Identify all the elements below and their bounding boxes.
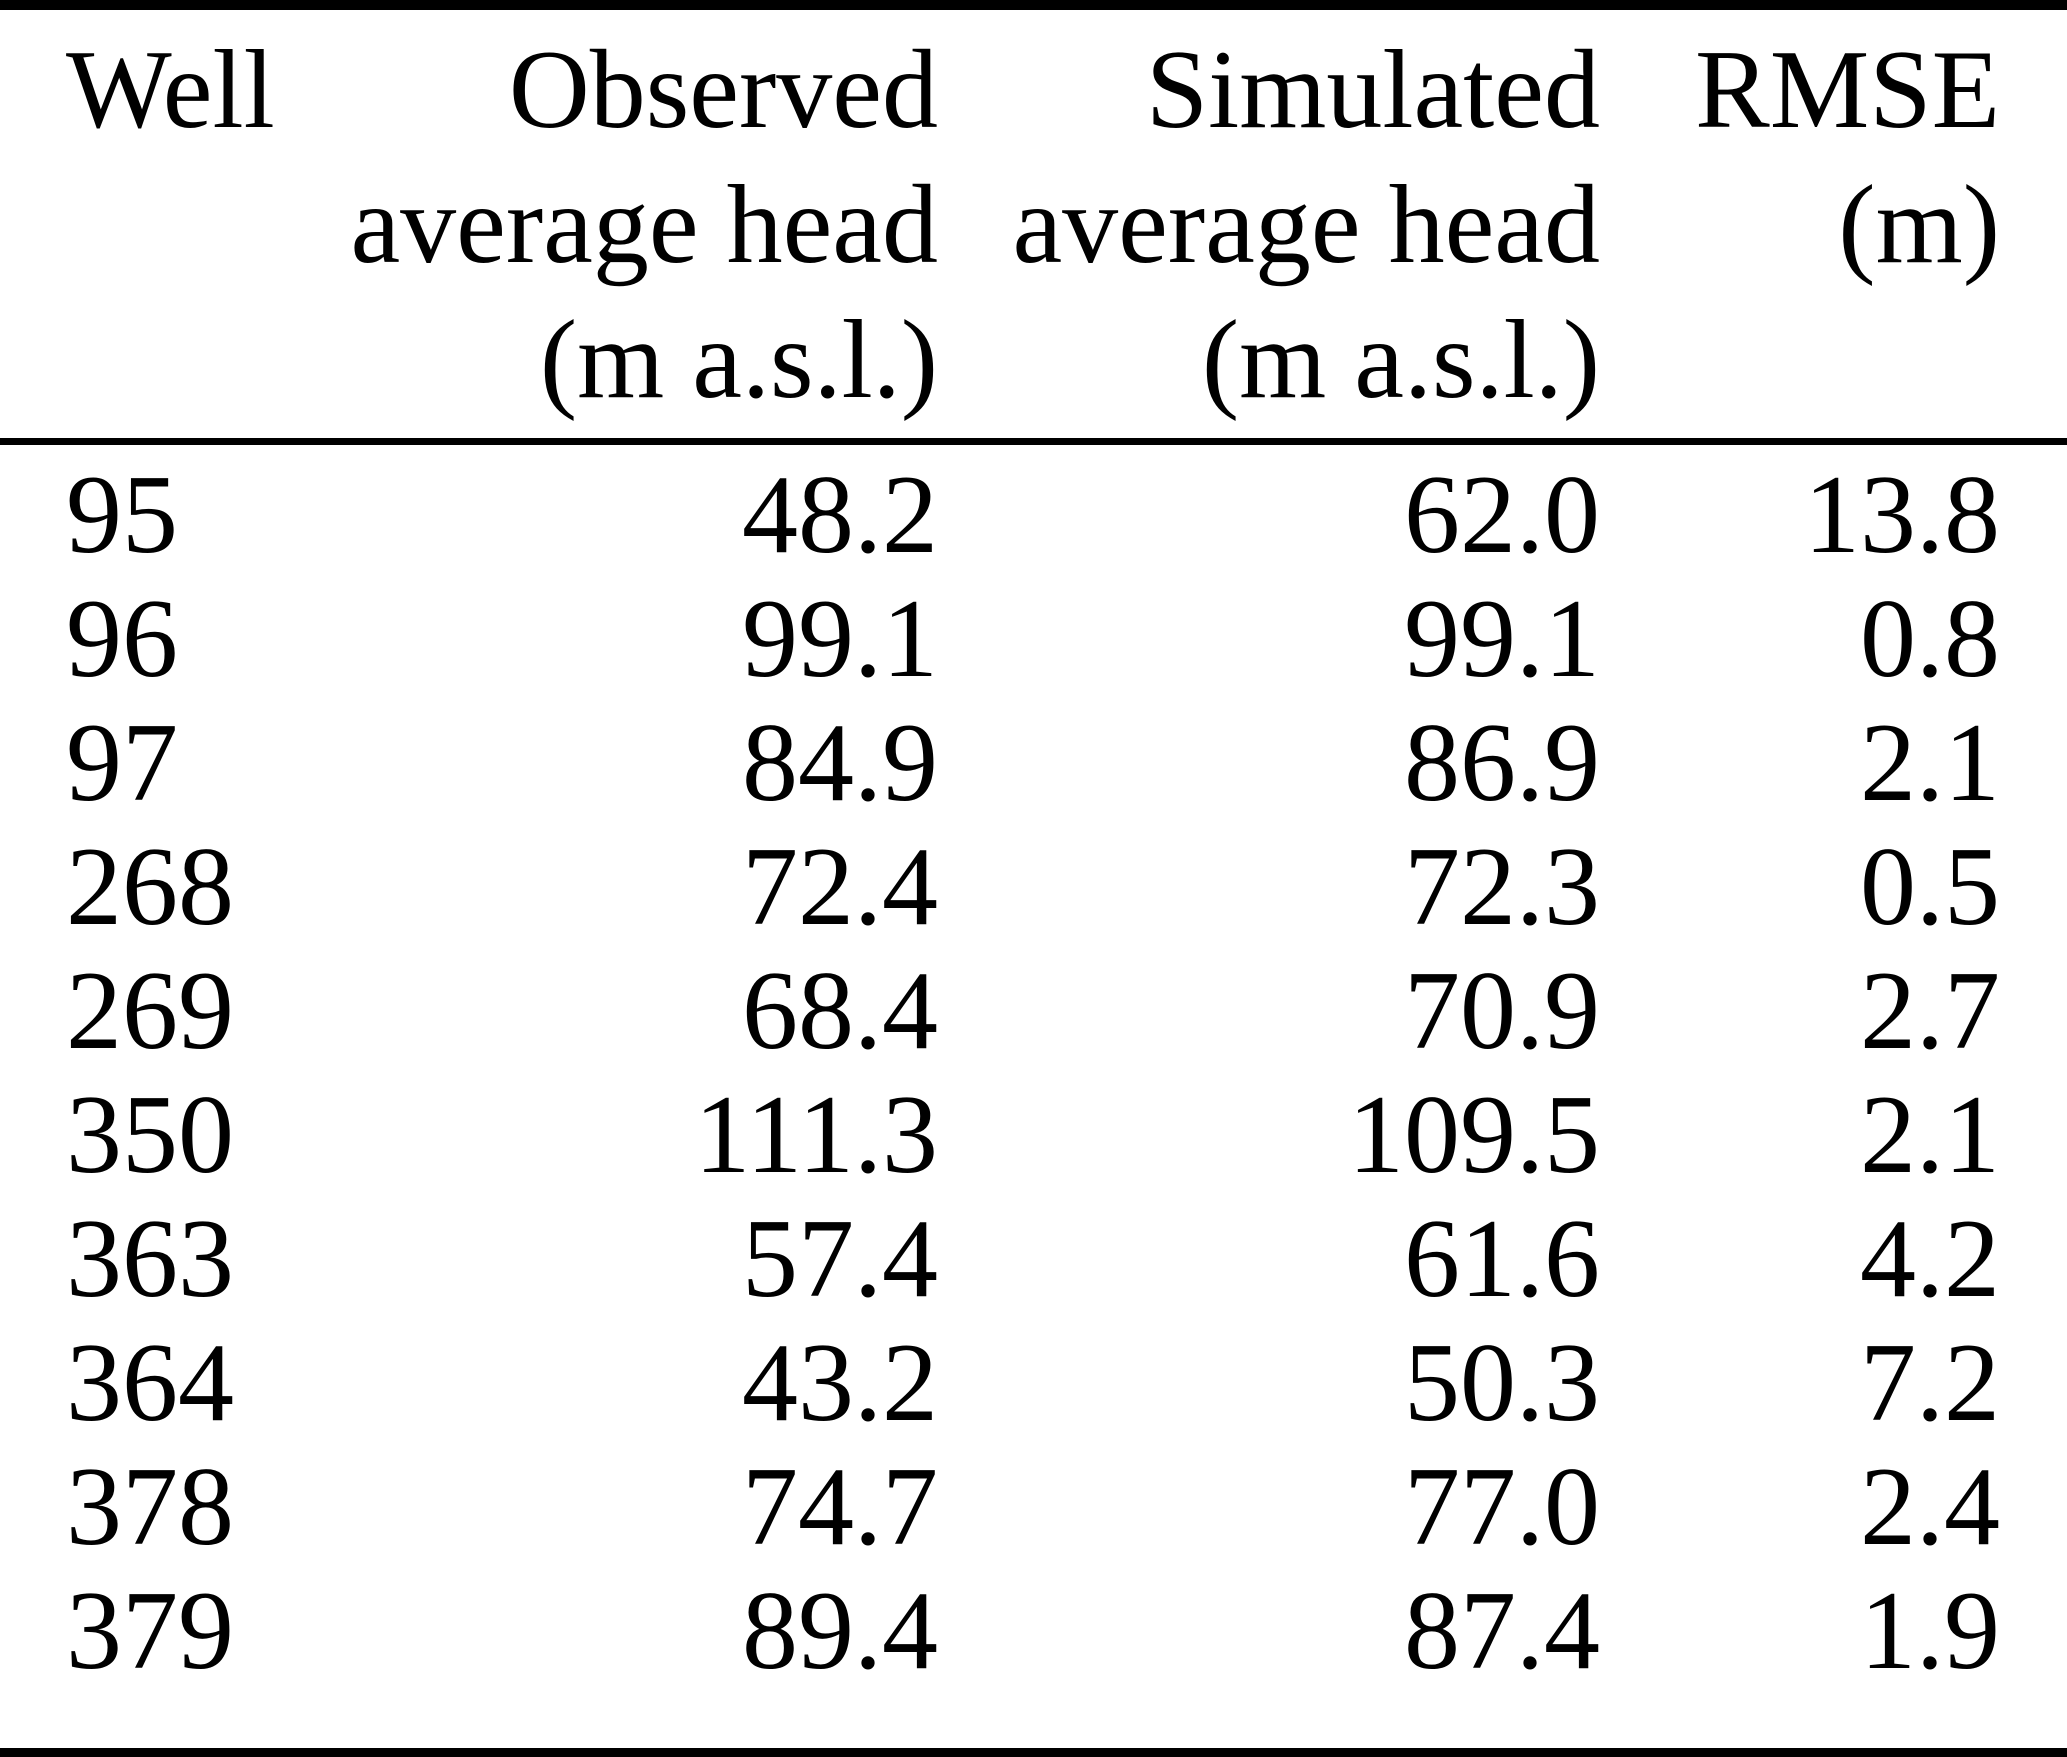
cell-rmse: 0.5 bbox=[1860, 825, 2000, 949]
cell-simulated-head: 61.6 bbox=[1404, 1197, 1600, 1321]
cell-observed-head: 84.9 bbox=[742, 701, 938, 825]
cell-simulated-head: 62.0 bbox=[1404, 453, 1600, 577]
cell-rmse: 1.9 bbox=[1860, 1569, 2000, 1693]
cell-well: 350 bbox=[66, 1073, 234, 1197]
cell-simulated-head: 109.5 bbox=[1348, 1073, 1600, 1197]
cell-well: 95 bbox=[66, 453, 178, 577]
cell-simulated-head: 99.1 bbox=[1404, 577, 1600, 701]
cell-observed-head: 111.3 bbox=[694, 1073, 938, 1197]
cell-rmse: 0.8 bbox=[1860, 577, 2000, 701]
column-header-rmse: RMSE (m) bbox=[1600, 5, 2067, 445]
cell-simulated-head: 77.0 bbox=[1404, 1445, 1600, 1569]
cell-observed-head: 43.2 bbox=[742, 1321, 938, 1445]
header-row: Well Observed average head (m a.s.l.) Si… bbox=[0, 5, 2067, 445]
table-row: 95 48.2 62.0 13.8 bbox=[0, 442, 2067, 578]
cell-simulated-head: 87.4 bbox=[1404, 1569, 1600, 1693]
table-row: 96 99.1 99.1 0.8 bbox=[0, 577, 2067, 701]
header-line: (m a.s.l.) bbox=[1201, 298, 1600, 422]
header-line: Simulated bbox=[1145, 28, 1600, 152]
table-row: 350 111.3 109.5 2.1 bbox=[0, 1073, 2067, 1197]
cell-observed-head: 89.4 bbox=[742, 1569, 938, 1693]
header-line: Well bbox=[66, 28, 275, 152]
table-row: 364 43.2 50.3 7.2 bbox=[0, 1321, 2067, 1445]
table-row: 268 72.4 72.3 0.5 bbox=[0, 825, 2067, 949]
header-line: (m a.s.l.) bbox=[539, 298, 938, 422]
cell-well: 268 bbox=[66, 825, 234, 949]
header-line: Observed bbox=[508, 28, 938, 152]
cell-observed-head: 57.4 bbox=[742, 1197, 938, 1321]
header-line: RMSE bbox=[1695, 28, 2000, 152]
cell-well: 379 bbox=[66, 1569, 234, 1693]
table-row: 269 68.4 70.9 2.7 bbox=[0, 949, 2067, 1073]
cell-rmse: 2.1 bbox=[1860, 701, 2000, 825]
cell-simulated-head: 70.9 bbox=[1404, 949, 1600, 1073]
cell-observed-head: 68.4 bbox=[742, 949, 938, 1073]
cell-well: 378 bbox=[66, 1445, 234, 1569]
cell-rmse: 13.8 bbox=[1804, 453, 2000, 577]
cell-simulated-head: 86.9 bbox=[1404, 701, 1600, 825]
cell-observed-head: 48.2 bbox=[742, 453, 938, 577]
cell-well: 96 bbox=[66, 577, 178, 701]
table-row: 379 89.4 87.4 1.9 bbox=[0, 1569, 2067, 1753]
cell-rmse: 2.4 bbox=[1860, 1445, 2000, 1569]
cell-rmse: 2.1 bbox=[1860, 1073, 2000, 1197]
cell-well: 363 bbox=[66, 1197, 234, 1321]
header-line: (m) bbox=[1838, 163, 2000, 287]
cell-observed-head: 74.7 bbox=[742, 1445, 938, 1569]
cell-observed-head: 99.1 bbox=[742, 577, 938, 701]
cell-well: 364 bbox=[66, 1321, 234, 1445]
cell-rmse: 7.2 bbox=[1860, 1321, 2000, 1445]
column-header-well: Well bbox=[0, 5, 320, 445]
cell-well: 97 bbox=[66, 701, 178, 825]
cell-rmse: 4.2 bbox=[1860, 1197, 2000, 1321]
header-line: average head bbox=[350, 163, 938, 287]
cell-well: 269 bbox=[66, 949, 234, 1073]
cell-simulated-head: 50.3 bbox=[1404, 1321, 1600, 1445]
column-header-simulated-average-head: Simulated average head (m a.s.l.) bbox=[938, 5, 1600, 445]
cell-simulated-head: 72.3 bbox=[1404, 825, 1600, 949]
table-row: 378 74.7 77.0 2.4 bbox=[0, 1445, 2067, 1569]
cell-rmse: 2.7 bbox=[1860, 949, 2000, 1073]
table-row: 97 84.9 86.9 2.1 bbox=[0, 701, 2067, 825]
header-line: average head bbox=[1012, 163, 1600, 287]
cell-observed-head: 72.4 bbox=[742, 825, 938, 949]
column-header-observed-average-head: Observed average head (m a.s.l.) bbox=[320, 5, 938, 445]
table-row: 363 57.4 61.6 4.2 bbox=[0, 1197, 2067, 1321]
